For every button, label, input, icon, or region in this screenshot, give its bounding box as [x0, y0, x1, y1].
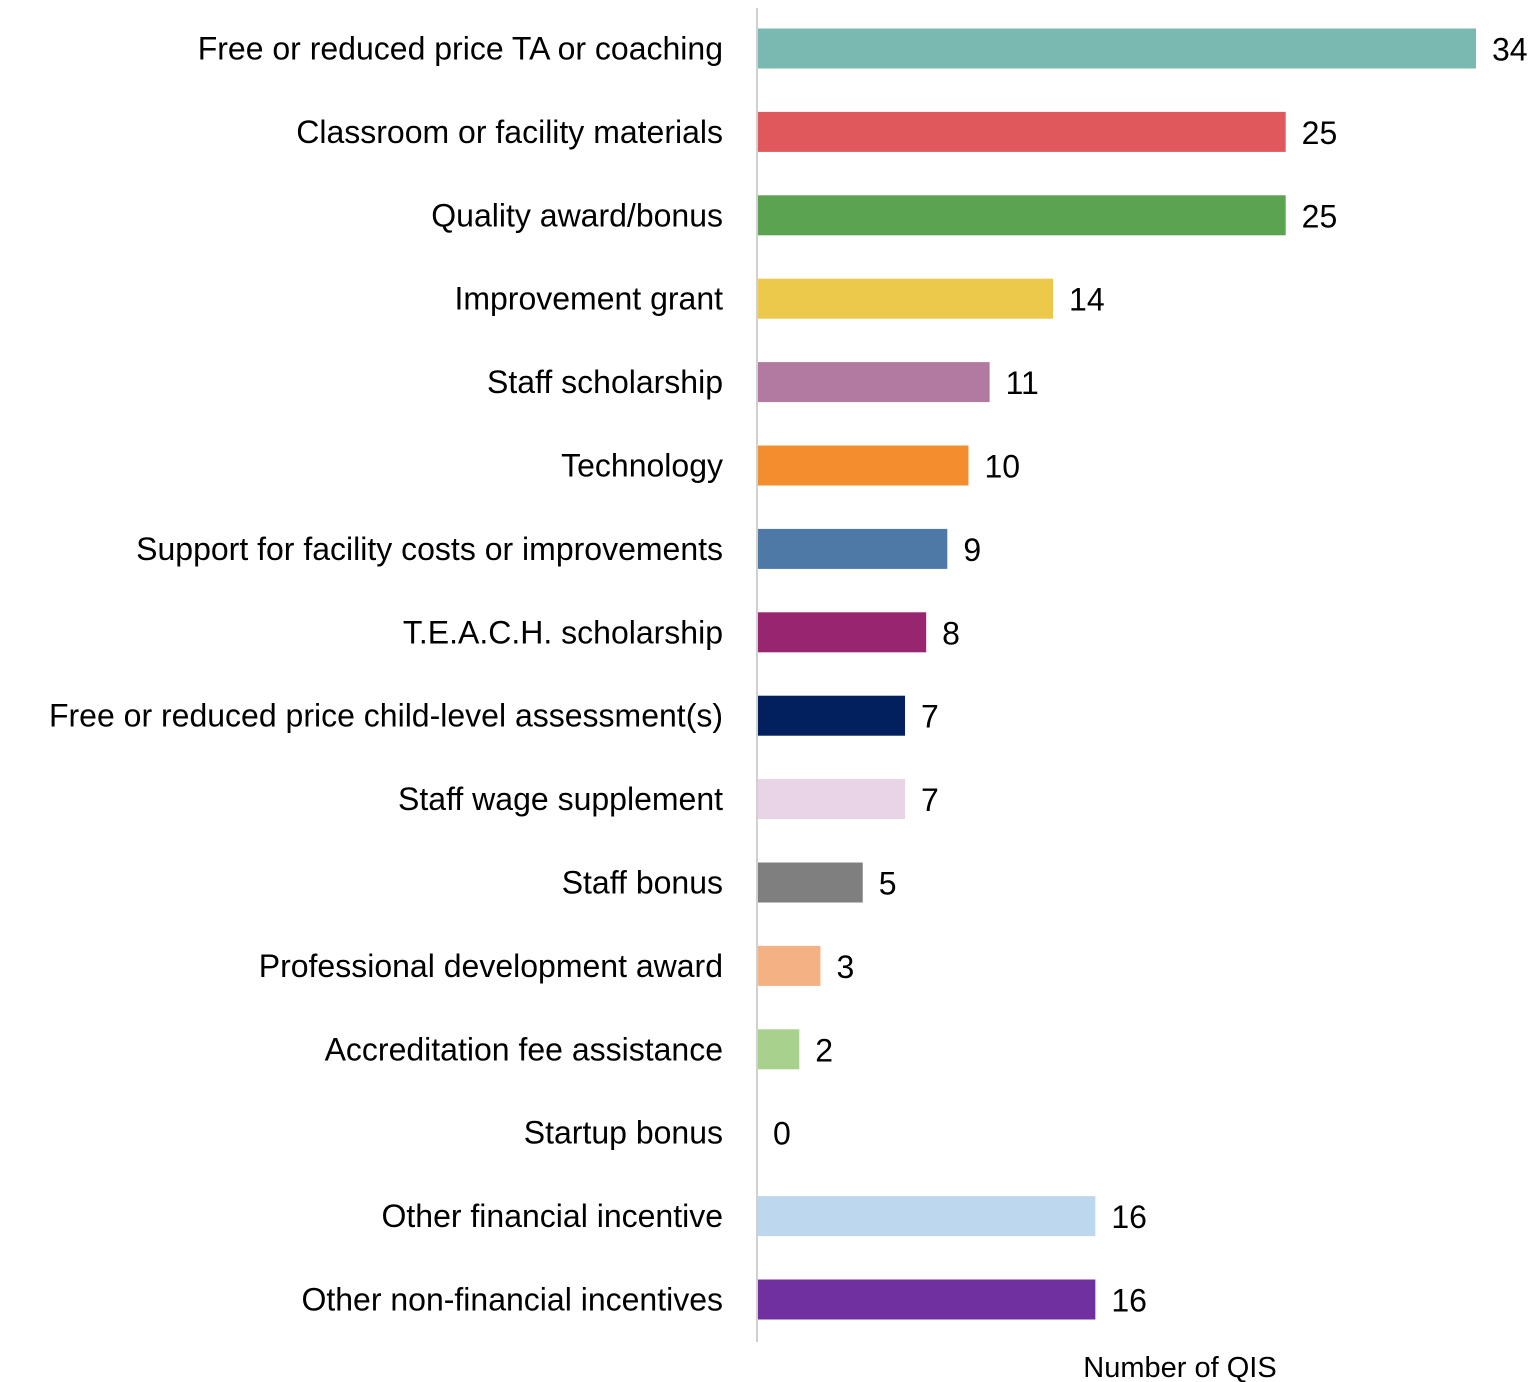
category-label-1: Classroom or facility materials — [296, 114, 723, 150]
value-label-11: 3 — [836, 949, 854, 985]
bar-5 — [757, 445, 969, 486]
bar-6 — [757, 528, 948, 569]
value-label-10: 5 — [879, 866, 897, 902]
category-labels-group: Free or reduced price TA or coaching Clas… — [49, 31, 723, 1318]
value-label-0: 34 — [1492, 32, 1528, 68]
bar-2 — [757, 195, 1286, 236]
bar-10 — [757, 862, 863, 903]
category-label-3: Improvement grant — [454, 281, 723, 317]
value-label-13: 0 — [773, 1116, 791, 1152]
value-label-1: 25 — [1302, 115, 1338, 151]
bars-group — [757, 28, 1476, 1320]
category-label-2: Quality award/bonus — [431, 197, 723, 233]
category-label-4: Staff scholarship — [487, 364, 723, 400]
category-label-10: Staff bonus — [562, 865, 723, 901]
bar-1 — [757, 111, 1286, 152]
bar-9 — [757, 779, 906, 820]
category-label-7: T.E.A.C.H. scholarship — [403, 614, 723, 650]
category-label-13: Startup bonus — [524, 1115, 723, 1151]
x-axis-title: Number of QIS — [1083, 1352, 1276, 1382]
value-label-2: 25 — [1302, 198, 1338, 234]
category-label-15: Other non-financial incentives — [301, 1282, 723, 1318]
category-label-0: Free or reduced price TA or coaching — [198, 31, 723, 67]
value-label-15: 16 — [1111, 1283, 1147, 1319]
value-label-5: 10 — [984, 449, 1020, 485]
value-label-12: 2 — [815, 1032, 833, 1068]
bar-11 — [757, 945, 821, 986]
category-label-11: Professional development award — [259, 948, 723, 984]
value-label-14: 16 — [1111, 1199, 1147, 1235]
bar-14 — [757, 1196, 1096, 1237]
category-label-9: Staff wage supplement — [398, 781, 723, 817]
category-label-6: Support for facility costs or improvemen… — [136, 531, 723, 567]
value-label-6: 9 — [963, 532, 981, 568]
value-label-9: 7 — [921, 782, 939, 818]
bar-12 — [757, 1029, 800, 1070]
value-label-7: 8 — [942, 615, 960, 651]
value-labels-group: 34 25 25 14 11 10 9 8 7 7 5 3 2 0 16 16 — [773, 32, 1528, 1319]
category-label-5: Technology — [561, 448, 723, 484]
value-label-4: 11 — [1006, 365, 1039, 401]
bar-7 — [757, 612, 927, 653]
category-label-14: Other financial incentive — [381, 1198, 723, 1234]
bar-4 — [757, 362, 990, 403]
value-label-8: 7 — [921, 699, 939, 735]
category-label-12: Accreditation fee assistance — [325, 1031, 723, 1067]
category-label-8: Free or reduced price child-level assess… — [49, 698, 723, 734]
bar-0 — [757, 28, 1476, 69]
value-label-3: 14 — [1069, 282, 1105, 318]
bar-3 — [757, 278, 1054, 319]
bar-8 — [757, 695, 906, 736]
bar-15 — [757, 1279, 1096, 1320]
